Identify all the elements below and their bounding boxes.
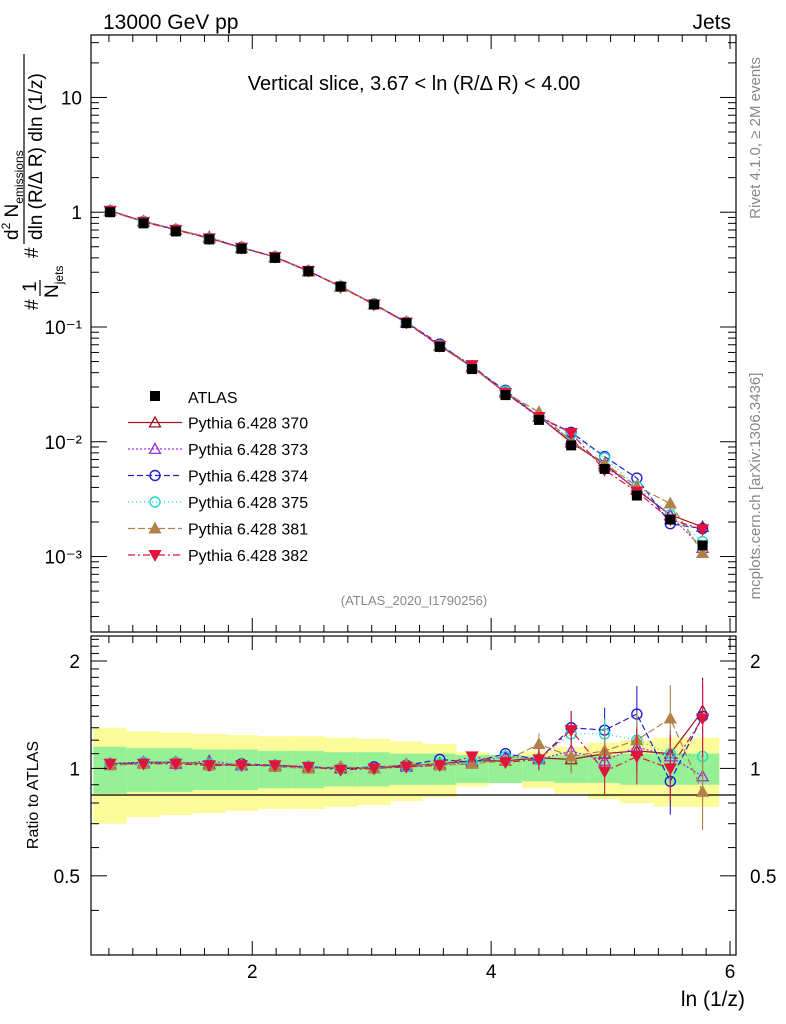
series-point-ratio [136, 758, 151, 771]
series-point-ratio [202, 760, 216, 773]
legend-label: Pythia 6.428 381 [188, 522, 308, 539]
y-label-num: d2 Nemissions [0, 150, 26, 240]
atlas-data-point [533, 414, 544, 425]
legend-label: Pythia 6.428 375 [188, 495, 308, 512]
y-label-one: 1 [20, 281, 41, 292]
atlas-data-point [303, 266, 314, 277]
series-point-ratio [598, 766, 612, 779]
x-tick-label: 2 [247, 962, 258, 983]
y-label-den: dln (R/Δ R) dln (1/z) [26, 73, 47, 240]
y-axis-label: # 1 Njets # d2 Nemissions dln (R/Δ R) dl… [0, 54, 66, 310]
series-point-main [695, 546, 710, 558]
atlas-data-point [401, 318, 412, 329]
y-tick-label: 10⁻³ [45, 548, 83, 569]
y-label-njets: Njets [42, 266, 66, 298]
ratio-plot: 2 4 6 0.5 0.5 1 1 2 2 [54, 635, 776, 983]
ratio-tick-label-right: 1 [750, 759, 761, 780]
atlas-data-point [369, 299, 380, 310]
legend-marker [148, 521, 162, 534]
series-point-ratio [630, 751, 644, 764]
series-point-ratio [564, 725, 578, 737]
header-right: Jets [692, 11, 731, 34]
ratio-tick-label-left: 0.5 [54, 867, 80, 888]
series-point-ratio [334, 764, 348, 777]
atlas-data-point [599, 463, 610, 474]
legend-label: Pythia 6.428 373 [188, 442, 308, 459]
atlas-data-point [138, 218, 149, 229]
mcplots-label: mcplots.cern.ch [arXiv:1306.3436] [747, 373, 764, 600]
series-point-ratio [169, 758, 183, 771]
ratio-tick-label-left: 1 [69, 759, 80, 780]
x-tick-label: 6 [725, 962, 736, 983]
series-point-ratio [564, 749, 578, 762]
legend-label: Pythia 6.428 374 [188, 469, 308, 486]
ratio-frame [90, 635, 737, 956]
y-label-sharp2: # [22, 247, 43, 258]
legend-marker [149, 469, 161, 482]
atlas-data-point [170, 226, 181, 237]
ratio-tick-label-left: 2 [69, 652, 80, 673]
series-point-ratio [465, 751, 479, 764]
legend-marker [148, 549, 162, 562]
series-point-ratio [498, 757, 513, 770]
series-point-ratio [399, 761, 413, 774]
legend-label: Pythia 6.428 382 [188, 548, 308, 565]
series-point-ratio [234, 760, 249, 773]
atlas-data-point [335, 281, 346, 292]
series-point-ratio [301, 761, 315, 774]
series-point-ratio [268, 760, 282, 773]
atlas-data-point [697, 540, 708, 551]
x-axis-label: ln (1/z) [681, 988, 745, 1011]
rivet-label: Rivet 4.1.0, ≥ 2M events [747, 57, 764, 219]
atlas-data-point [204, 234, 215, 245]
series-point-main [695, 524, 710, 537]
series-point-ratio [532, 737, 546, 750]
y-tick-label: 1 [71, 203, 82, 224]
y-tick-label: 10⁻¹ [45, 318, 83, 339]
legend-marker [149, 496, 161, 508]
main-frame [90, 34, 737, 633]
y-tick-label: 10⁻² [45, 433, 83, 454]
legend: ATLAS Pythia 6.428 370 Pythia 6.428 373 Pyt… [128, 390, 308, 565]
atlas-data-point [434, 341, 445, 352]
y-tick-label: 10 [61, 88, 82, 109]
series-point-main [663, 496, 677, 509]
header-left: 13000 GeV pp [103, 11, 238, 34]
watermark: (ATLAS_2020_I1790256) [341, 593, 487, 608]
legend-marker [148, 415, 162, 428]
series-point-ratio [663, 711, 677, 724]
main-plot: 10⁻³ 10⁻² 10⁻¹ 1 10 Vertical slice, 3.67 < l… [45, 34, 737, 633]
plot-title: Vertical slice, 3.67 < ln (R/Δ R) < 4.00 [248, 73, 580, 95]
series-point-main [564, 428, 578, 440]
atlas-data-point [269, 252, 280, 263]
atlas-data-point [105, 207, 116, 218]
atlas-data-point [467, 364, 478, 375]
ratio-y-label: Ratio to ATLAS [25, 741, 42, 849]
series-point-ratio [695, 784, 710, 797]
ratio-tick-label-right: 2 [750, 652, 761, 673]
series-point-ratio [367, 763, 381, 776]
series-point-ratio [695, 713, 710, 726]
series-point-ratio [663, 763, 677, 776]
x-tick-label: 4 [486, 962, 497, 983]
ratio-tick-label-right: 0.5 [750, 867, 776, 888]
legend-label: Pythia 6.428 370 [188, 416, 308, 433]
atlas-data-point [500, 390, 511, 401]
series-point-ratio [103, 758, 117, 771]
series-point-ratio [532, 754, 546, 767]
legend-marker [148, 442, 162, 455]
atlas-data-point [566, 440, 577, 451]
atlas-data-point [631, 490, 642, 501]
legend-atlas-label: ATLAS [188, 390, 238, 407]
y-label-sharp1: # [22, 299, 43, 310]
legend-atlas-marker [150, 391, 160, 401]
series-point-ratio [433, 760, 447, 773]
atlas-data-point [236, 243, 247, 254]
series-line-main [109, 210, 703, 543]
atlas-data-point [665, 514, 676, 525]
